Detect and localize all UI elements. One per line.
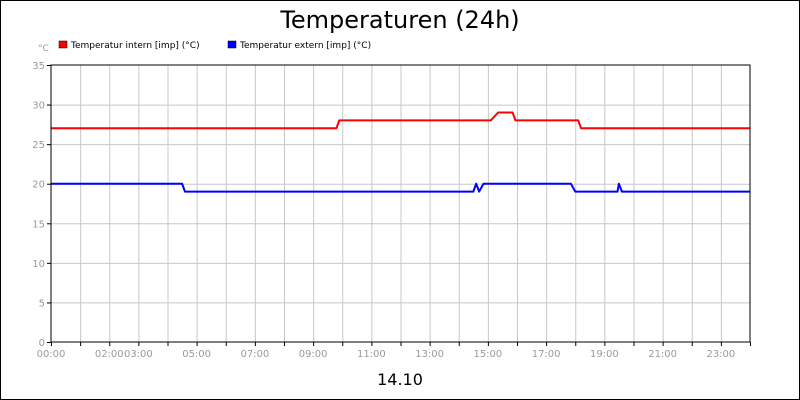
y-axis-unit: °C: [38, 44, 49, 54]
x-tick-label: 15:00: [473, 349, 502, 360]
x-tick-label: 00:00: [37, 349, 66, 360]
y-tick-label: 25: [32, 140, 45, 151]
x-tick-label: 19:00: [590, 349, 619, 360]
legend-label: Temperatur intern [imp] (°C): [70, 41, 200, 51]
x-tick-label: 23:00: [706, 349, 735, 360]
legend-label: Temperatur extern [imp] (°C): [239, 41, 371, 51]
x-axis-ticks: 00:00 02:00 03:00 05:00 07:00 09:00 11:00 13:00…: [37, 342, 751, 360]
y-tick-label: 5: [39, 298, 45, 309]
x-tick-label: 21:00: [648, 349, 677, 360]
x-tick-label: 13:00: [415, 349, 444, 360]
x-tick-label: 07:00: [240, 349, 269, 360]
y-axis-ticks: 0 5 10 15 20 25 30 35: [32, 61, 51, 349]
y-tick-label: 0: [39, 338, 45, 349]
legend-swatch: [58, 40, 68, 49]
y-tick-label: 30: [32, 101, 45, 112]
legend-swatch: [227, 40, 237, 49]
y-tick-label: 15: [32, 219, 45, 230]
legend: Temperatur intern [imp] (°C) Temperatur e…: [58, 40, 371, 51]
y-tick-label: 35: [32, 61, 45, 72]
y-tick-label: 20: [32, 180, 45, 191]
data-series: [51, 111, 750, 193]
chart-title: Temperaturen (24h): [279, 6, 519, 34]
x-tick-label: 02:00: [95, 349, 124, 360]
x-tick-label: 05:00: [182, 349, 211, 360]
x-tick-label: 09:00: [299, 349, 328, 360]
series-line: [51, 182, 750, 193]
x-tick-label: 03:00: [124, 349, 153, 360]
series-line: [51, 111, 750, 130]
x-tick-label: 17:00: [532, 349, 561, 360]
grid: [51, 65, 750, 342]
y-tick-label: 10: [32, 259, 45, 270]
x-tick-label: 11:00: [357, 349, 386, 360]
date-label: 14.10: [377, 370, 423, 389]
plot-area: [50, 64, 751, 343]
